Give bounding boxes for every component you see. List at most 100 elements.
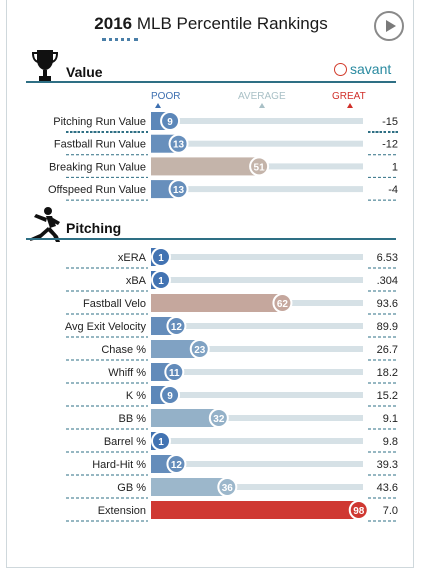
percentile-value-pitching-run-value: 9 [167,117,173,128]
metric-label-pitching-run-value: Pitching Run Value [53,116,146,128]
percentile-bar-chase [151,340,200,358]
stat-value-bb: 9.1 [383,413,398,425]
scale-marker-2 [347,103,353,108]
stat-value-barrel: 9.8 [383,436,398,448]
value-section-divider [26,81,396,83]
track-hard-hit [151,461,363,467]
stat-value-hard-hit: 39.3 [377,459,398,471]
pitcher-icon [30,207,60,242]
track-offspeed-run-value [151,186,363,193]
track-barrel [151,438,363,444]
percentile-circle-extension [348,500,369,520]
metric-label-breaking-run-value: Breaking Run Value [49,161,146,173]
metric-label-fastball-velo: Fastball Velo [83,298,146,310]
track-avg-exit-velocity [151,323,363,329]
scale-marker-0 [155,103,161,108]
stat-value-gb: 43.6 [377,482,398,494]
percentile-circle-xba [151,270,171,290]
metric-label-avg-exit-velocity: Avg Exit Velocity [65,321,147,333]
stat-value-extension: 7.0 [383,505,398,517]
page-title: 2016 MLB Percentile Rankings [0,14,422,34]
stat-value-breaking-run-value: 1 [392,161,398,173]
scale-poor-label: POOR [151,91,181,102]
percentile-value-xba: 1 [158,276,164,287]
metric-label-offspeed-run-value: Offspeed Run Value [48,184,146,196]
percentile-circle-chase [189,339,210,359]
percentile-value-whiff: 11 [169,368,180,379]
track-pitching-run-value [151,118,363,124]
percentile-value-chase: 23 [194,345,206,356]
metric-label-extension: Extension [98,505,146,517]
metric-label-bb: BB % [118,413,146,425]
percentile-bar-extension [151,501,359,519]
percentile-circle-gb [217,477,238,497]
percentile-value-offspeed-run-value: 13 [173,185,185,196]
percentile-value-breaking-run-value: 51 [254,162,266,173]
percentile-circle-offspeed-run-value [168,179,189,200]
track-k [151,392,363,398]
metric-label-k: K % [126,390,146,402]
stat-value-xera: 6.53 [377,252,398,264]
percentile-value-bb: 32 [213,414,225,425]
percentile-value-fastball-run-value: 13 [173,140,185,151]
trophy-icon [31,50,59,82]
metric-label-xera: xERA [118,252,147,264]
percentile-circle-breaking-run-value [249,156,270,177]
percentile-value-xera: 1 [158,253,164,264]
stat-value-pitching-run-value: -15 [382,116,398,128]
percentile-value-barrel: 1 [158,437,164,448]
percentile-circle-bb [208,408,229,428]
stat-value-avg-exit-velocity: 89.9 [377,321,398,333]
stat-value-xba: .304 [377,275,398,287]
metric-label-fastball-run-value: Fastball Run Value [54,139,146,151]
track-xba [151,277,363,283]
percentile-bar-gb [151,478,228,496]
percentile-value-extension: 98 [353,506,365,517]
percentile-circle-xera [151,247,171,267]
metric-label-chase: Chase % [101,344,146,356]
stat-value-chase: 26.7 [377,344,398,356]
track-fastball-run-value [151,140,363,147]
pitching-section-title: Pitching [66,220,122,236]
savant-label: savant [350,61,392,77]
percentile-value-avg-exit-velocity: 12 [171,322,183,333]
percentile-circle-k [160,385,181,405]
percentile-value-fastball-velo: 62 [277,299,289,310]
value-section-title: Value [66,64,103,80]
percentile-circle-hard-hit [166,454,187,474]
stat-value-fastball-velo: 93.6 [377,298,398,310]
stat-value-k: 15.2 [377,390,398,402]
percentile-circle-fastball-run-value [168,133,189,154]
stat-value-fastball-run-value: -12 [382,139,398,151]
track-chase [151,346,363,352]
title-year: 2016 [94,14,133,33]
track-bb [151,415,363,421]
percentile-card [6,0,414,568]
percentile-value-k: 9 [167,391,173,402]
metric-label-whiff: Whiff % [108,367,146,379]
stat-value-whiff: 18.2 [377,367,398,379]
scale-marker-1 [259,103,265,108]
percentile-circle-barrel [151,431,171,451]
savant-logo: savant [334,61,391,77]
track-gb [151,484,363,490]
title-text: MLB Percentile Rankings [132,14,328,33]
percentile-value-hard-hit: 12 [171,460,183,471]
metric-label-gb: GB % [117,482,146,494]
metric-label-barrel: Barrel % [104,436,146,448]
percentile-circle-whiff [164,362,185,382]
percentile-value-gb: 36 [222,483,234,494]
pitching-section-divider [26,238,396,240]
savant-ball-icon [334,63,347,76]
percentile-circle-avg-exit-velocity [166,316,187,336]
title-underline [102,38,138,41]
play-button[interactable] [374,11,404,41]
metric-label-xba: xBA [126,275,147,287]
percentile-bar-bb [151,409,219,427]
metric-label-hard-hit: Hard-Hit % [92,459,146,471]
scale-average-label: AVERAGE [238,91,286,102]
percentile-circle-fastball-velo [272,293,293,313]
track-whiff [151,369,363,375]
percentile-bar-breaking-run-value [151,157,260,176]
